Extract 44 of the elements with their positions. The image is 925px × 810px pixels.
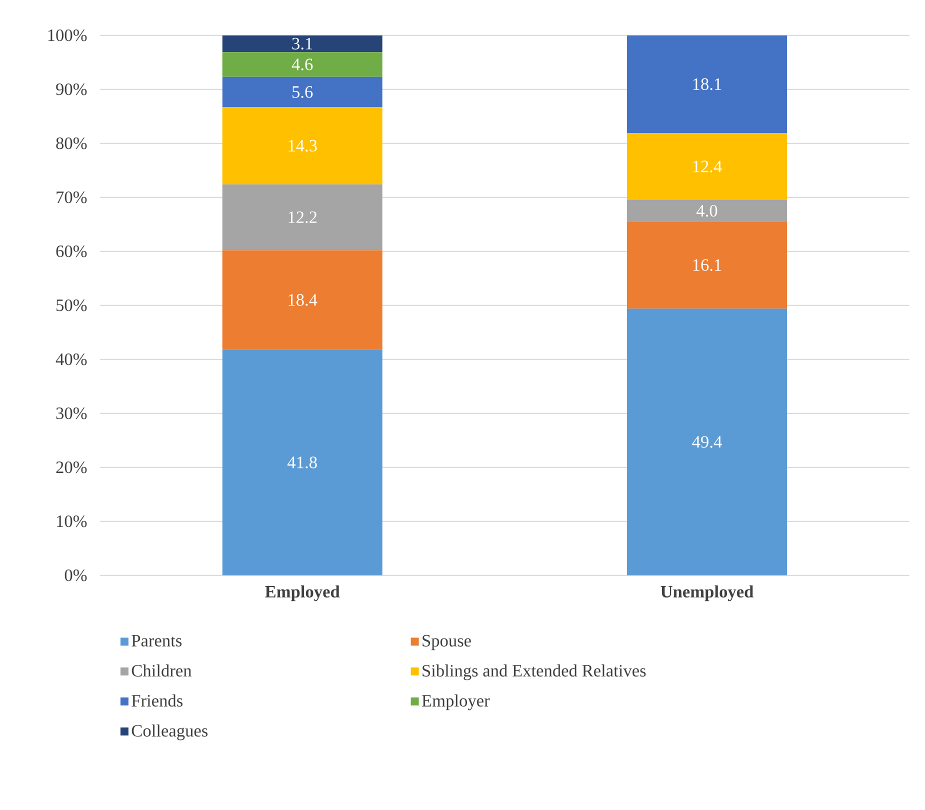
data-label: 18.1 bbox=[693, 78, 722, 90]
legend-label: Spouse bbox=[422, 634, 471, 650]
legend-label: Friends bbox=[132, 694, 183, 707]
bar bbox=[222, 250, 382, 350]
data-label: 41.8 bbox=[288, 456, 317, 468]
bar bbox=[627, 308, 787, 576]
data-label: 18.4 bbox=[288, 294, 318, 306]
data-label: 3.1 bbox=[292, 38, 312, 50]
legend-label: Children bbox=[132, 664, 192, 677]
data-label: 49.4 bbox=[692, 436, 722, 448]
legend-label: Employer bbox=[422, 694, 490, 710]
data-label: 16.1 bbox=[693, 259, 722, 271]
bar bbox=[627, 133, 787, 200]
y-tick-label: 0% bbox=[64, 569, 87, 582]
data-label: 14.3 bbox=[288, 140, 317, 152]
data-label: 4.0 bbox=[696, 204, 718, 217]
y-tick-label: 90% bbox=[56, 83, 87, 96]
y-tick-label: 100% bbox=[48, 29, 87, 42]
y-tick-label: 80% bbox=[56, 137, 87, 150]
bar bbox=[222, 107, 382, 184]
bar bbox=[222, 184, 382, 250]
y-tick-label: 70% bbox=[56, 191, 87, 204]
y-tick-label: 50% bbox=[56, 299, 87, 312]
bar bbox=[627, 222, 787, 309]
data-label: 12.2 bbox=[288, 211, 317, 224]
y-tick-label: 10% bbox=[57, 515, 87, 528]
legend-label: Colleagues bbox=[132, 724, 208, 740]
y-tick-label: 30% bbox=[56, 407, 87, 420]
legend-label: Siblings and Extended Relatives bbox=[422, 664, 646, 680]
y-tick-label: 20% bbox=[56, 461, 87, 474]
y-tick-label: 60% bbox=[56, 245, 87, 258]
bar bbox=[222, 35, 382, 52]
y-tick-label: 40% bbox=[56, 353, 87, 366]
x-tick-label: Employed bbox=[265, 585, 340, 602]
legend-label: Parents bbox=[132, 634, 182, 647]
bar bbox=[222, 52, 382, 77]
bar bbox=[627, 35, 787, 134]
data-label: 4.6 bbox=[292, 58, 313, 70]
data-label: 12.4 bbox=[693, 160, 722, 172]
bar bbox=[627, 200, 787, 222]
bar bbox=[222, 76, 382, 108]
x-tick-label: Unemployed bbox=[660, 585, 754, 602]
bar bbox=[222, 350, 382, 576]
data-label: 5.6 bbox=[292, 86, 313, 98]
